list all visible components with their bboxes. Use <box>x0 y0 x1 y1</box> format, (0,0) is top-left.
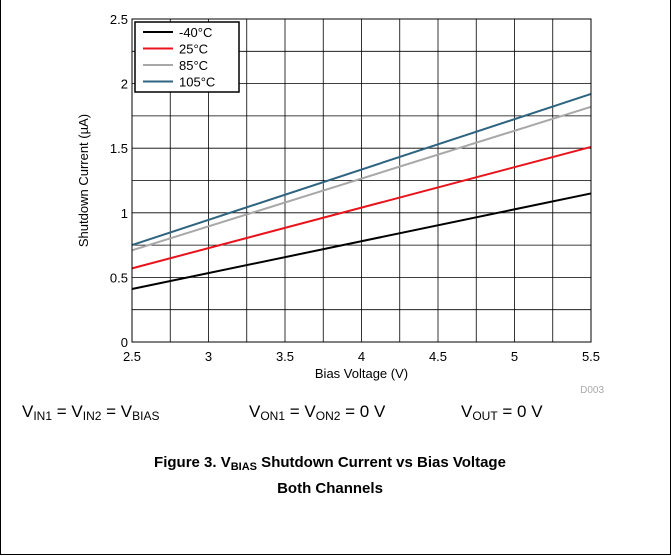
axis-ticks: 2.5 3 3.5 4 4.5 5 5.5 0 0.5 1 1.5 2 2.5 <box>110 12 600 364</box>
y-tick-label: 0 <box>121 335 128 350</box>
x-tick-label: 4 <box>358 349 365 364</box>
x-tick-label: 5.5 <box>582 349 600 364</box>
y-tick-label: 0.5 <box>110 270 128 285</box>
x-tick-label: 3.5 <box>276 349 294 364</box>
x-axis-label: Bias Voltage (V) <box>315 366 408 381</box>
legend-label: 85°C <box>179 58 208 73</box>
legend-label: 25°C <box>179 42 208 57</box>
figure-id: D003 <box>580 385 604 396</box>
condition-vout: VOUT = 0 V <box>461 402 543 423</box>
series-line--40c <box>131 192 592 291</box>
x-tick-label: 2.5 <box>123 349 141 364</box>
series-line-85c <box>131 105 592 252</box>
condition-von: VON1 = VON2 = 0 V <box>249 402 386 423</box>
figure-caption: Figure 3. VBIAS Shutdown Current vs Bias… <box>90 452 570 500</box>
y-axis-label: Shutdown Current (µA) <box>76 114 91 247</box>
caption-line-1: Figure 3. VBIAS Shutdown Current vs Bias… <box>154 454 506 473</box>
chart-legend: -40°C 25°C85°C 105°C <box>134 21 240 93</box>
legend-label: -40°C <box>179 25 212 40</box>
series-line-25c <box>131 145 592 270</box>
y-tick-label: 2 <box>121 77 128 92</box>
y-tick-label: 2.5 <box>110 12 128 27</box>
plot-area-border <box>131 18 592 343</box>
y-tick-label: 1.5 <box>110 141 128 156</box>
line-chart: 2.5 3 3.5 4 4.5 5 5.5 0 0.5 1 1.5 2 2.5 Bias Voltage… <box>76 12 604 396</box>
caption-line-2: Both Channels <box>277 480 383 497</box>
legend-box <box>134 21 240 93</box>
legend-label: 105°C <box>179 75 215 90</box>
chart-grid <box>132 19 591 342</box>
x-tick-label: 5 <box>511 349 518 364</box>
condition-vin: VIN1 = VIN2 = VBIAS <box>22 402 160 423</box>
chart-series <box>131 92 592 291</box>
y-tick-label: 1 <box>121 206 128 221</box>
x-tick-label: 3 <box>205 349 212 364</box>
x-tick-label: 4.5 <box>429 349 447 364</box>
series-line-105c <box>131 92 592 247</box>
